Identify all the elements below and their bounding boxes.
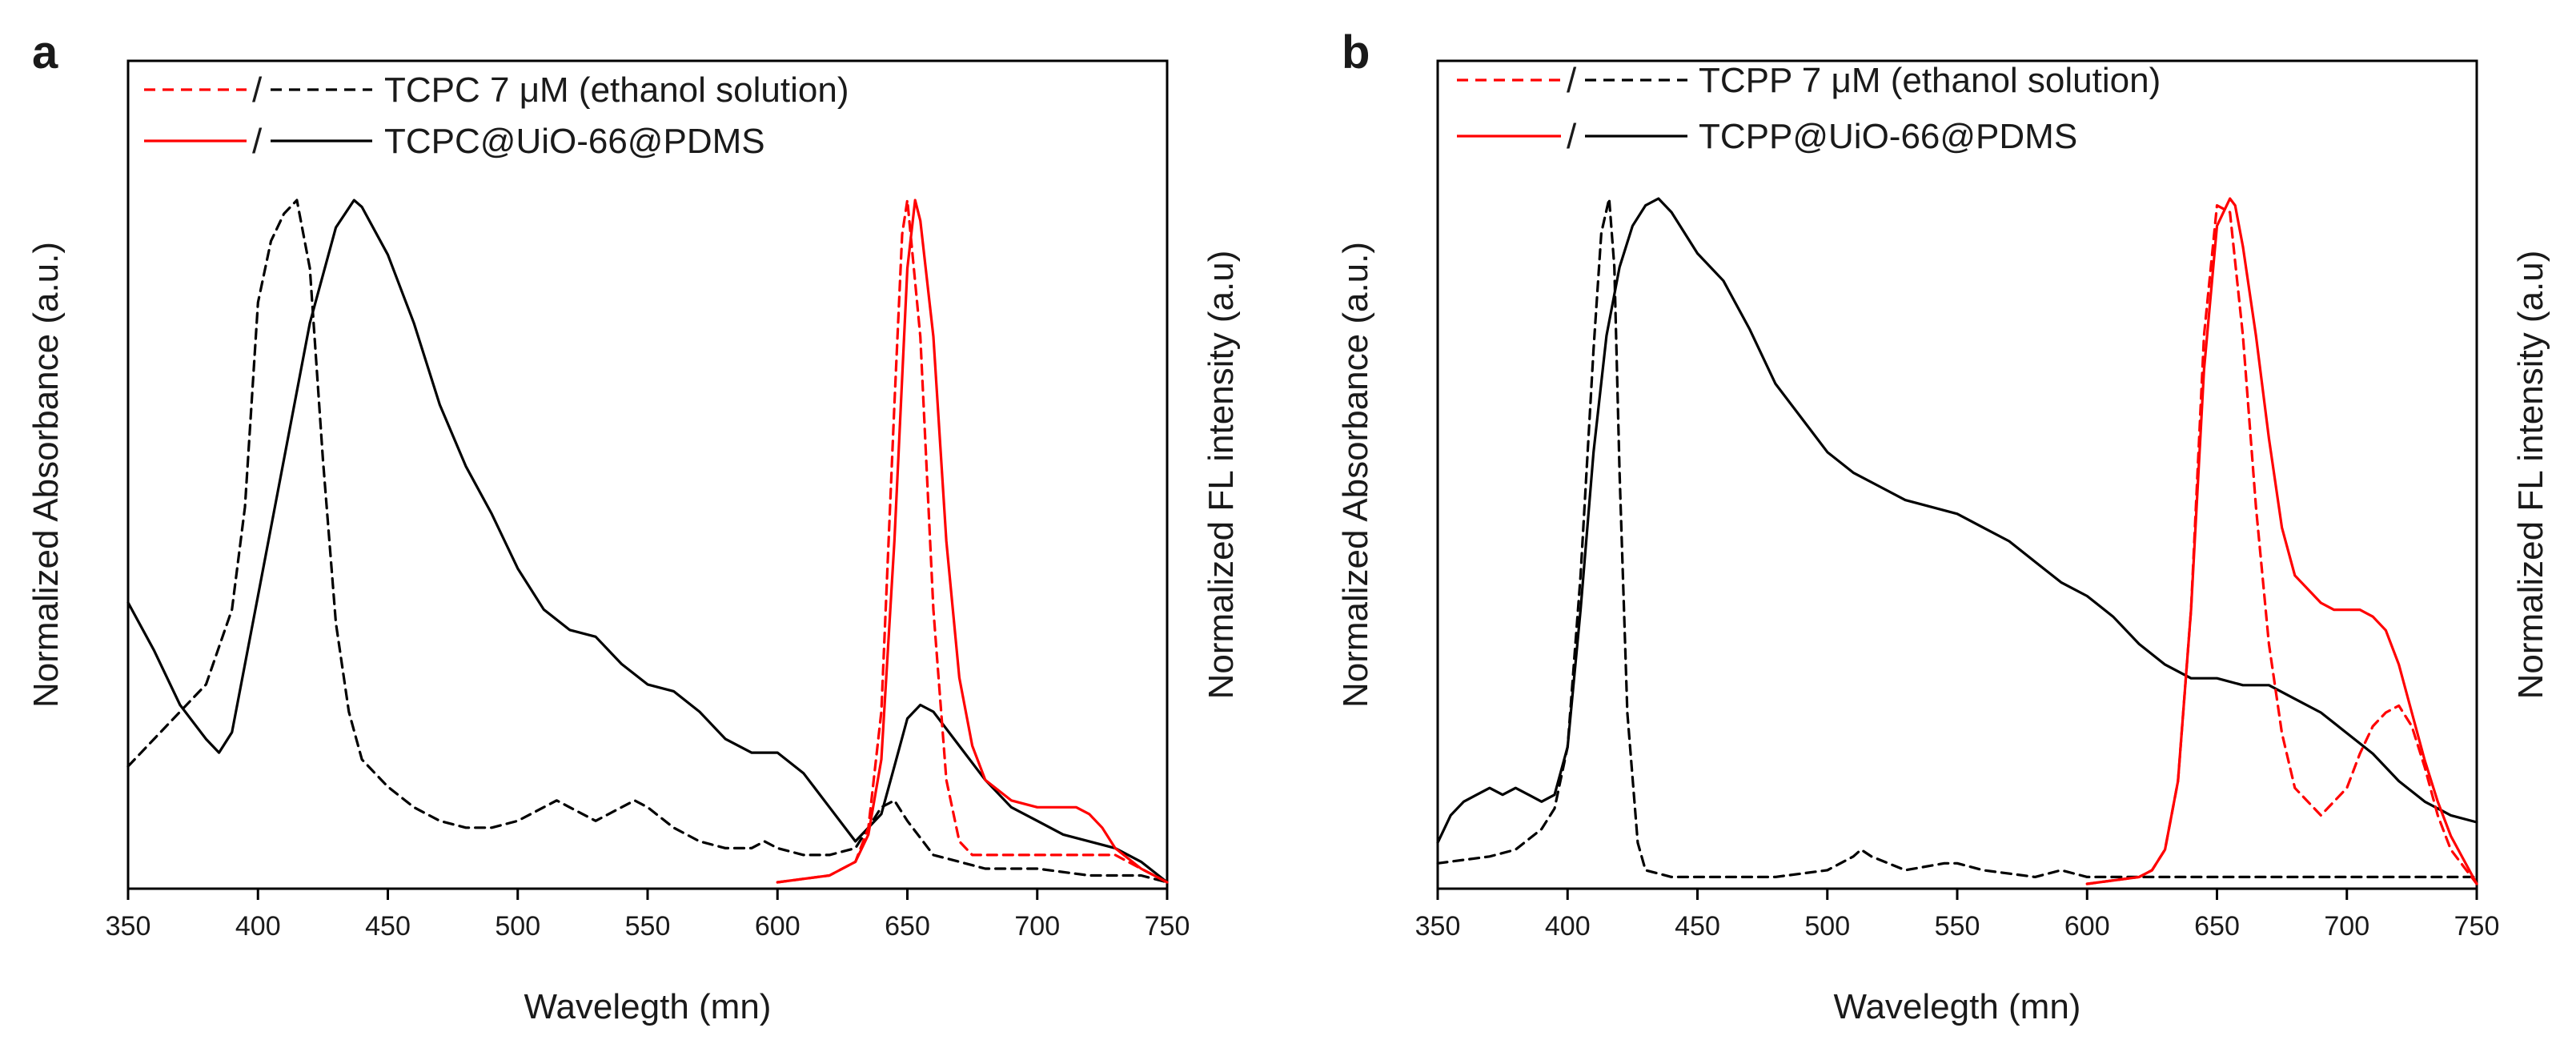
panel-b-series-2 <box>1436 197 2478 845</box>
panel-a: a 350 400 450 500 550 600 650 700 750 Wavelegth … <box>26 26 1241 1026</box>
panel-a-legend-2-label: TCPC@UiO-66@PDMS <box>384 122 765 161</box>
panel-b-right-axis-title: Normalized FL intensity (a.u) <box>2511 251 2550 700</box>
panel-b-x-tick-label-500: 500 <box>1804 911 1850 942</box>
panel-b: b 350 400 450 500 550 600 650 700 750 Wavelegth … <box>1336 26 2550 1026</box>
panel-b-x-tick-label-350: 350 <box>1415 911 1461 942</box>
panel-b-legend-entry-2: / TCPP@UiO-66@PDMS <box>1457 117 2077 156</box>
panel-b-x-tick-label-600: 600 <box>2064 911 2110 942</box>
panel-a-x-tick-label-450: 450 <box>365 911 411 942</box>
panel-a-x-tick-label-550: 550 <box>625 911 671 942</box>
panel-a-legend-1-slash: / <box>252 70 263 110</box>
panel-b-series-1 <box>1436 197 2478 878</box>
panel-b-legend-entry-1: / TCPP 7 μM (ethanol solution) <box>1457 61 2161 100</box>
panel-a-x-tick-label-750: 750 <box>1145 911 1190 942</box>
panel-b-legend: / TCPP 7 μM (ethanol solution) / TCPP@Ui… <box>1457 61 2161 156</box>
panel-a-right-axis-title: Normalized FL intensity (a.u) <box>1202 251 1241 700</box>
panel-a-x-tick-label-500: 500 <box>495 911 540 942</box>
panel-a-ticks: 350 400 450 500 550 600 650 700 750 <box>106 889 1190 942</box>
panel-b-ticks: 350 400 450 500 550 600 650 700 750 <box>1415 889 2500 942</box>
panel-a-series-1 <box>126 199 1169 884</box>
panel-a-legend-entry-1: / TCPC 7 μM (ethanol solution) <box>144 70 849 110</box>
panel-b-x-tick-label-700: 700 <box>2324 911 2369 942</box>
panel-a-legend-1-label: TCPC 7 μM (ethanol solution) <box>384 70 849 110</box>
panel-a-legend: / TCPC 7 μM (ethanol solution) / TCPC@Ui… <box>144 70 849 161</box>
panel-b-x-tick-label-750: 750 <box>2454 911 2500 942</box>
panel-b-x-axis-title: Wavelegth (mn) <box>1834 987 2081 1026</box>
panel-a-x-tick-label-350: 350 <box>106 911 151 942</box>
panel-b-legend-2-label: TCPP@UiO-66@PDMS <box>1699 117 2077 156</box>
panel-a-x-tick-label-400: 400 <box>235 911 281 942</box>
panel-b-x-tick-label-650: 650 <box>2194 911 2240 942</box>
panel-a-x-tick-label-650: 650 <box>885 911 930 942</box>
panel-b-left-axis-title: Normalized Absorbance (a.u.) <box>1336 242 1375 708</box>
panel-b-series <box>1436 197 2478 885</box>
panel-b-x-tick-label-550: 550 <box>1935 911 1980 942</box>
panel-a-left-axis-title: Normalized Absorbance (a.u.) <box>26 242 66 708</box>
panel-a-series-2 <box>126 199 1169 884</box>
panel-b-legend-1-label: TCPP 7 μM (ethanol solution) <box>1699 61 2161 100</box>
panel-a-x-tick-label-700: 700 <box>1014 911 1060 942</box>
panel-a-series-4 <box>776 199 1169 884</box>
panel-a-legend-entry-2: / TCPC@UiO-66@PDMS <box>144 122 765 161</box>
panel-b-legend-1-slash: / <box>1567 61 1577 100</box>
panel-a-legend-2-slash: / <box>252 122 263 161</box>
panel-b-legend-2-slash: / <box>1567 117 1577 156</box>
panel-a-x-axis-title: Wavelegth (mn) <box>524 987 772 1026</box>
panel-a-series <box>126 199 1169 884</box>
panel-b-x-tick-label-400: 400 <box>1545 911 1591 942</box>
panel-b-x-tick-label-450: 450 <box>1675 911 1720 942</box>
panel-a-series-3 <box>776 199 1169 884</box>
panel-a-letter: a <box>32 26 58 78</box>
panel-b-letter: b <box>1342 26 1370 78</box>
panel-a-x-tick-label-600: 600 <box>755 911 800 942</box>
panel-b-series-4 <box>2085 197 2478 885</box>
